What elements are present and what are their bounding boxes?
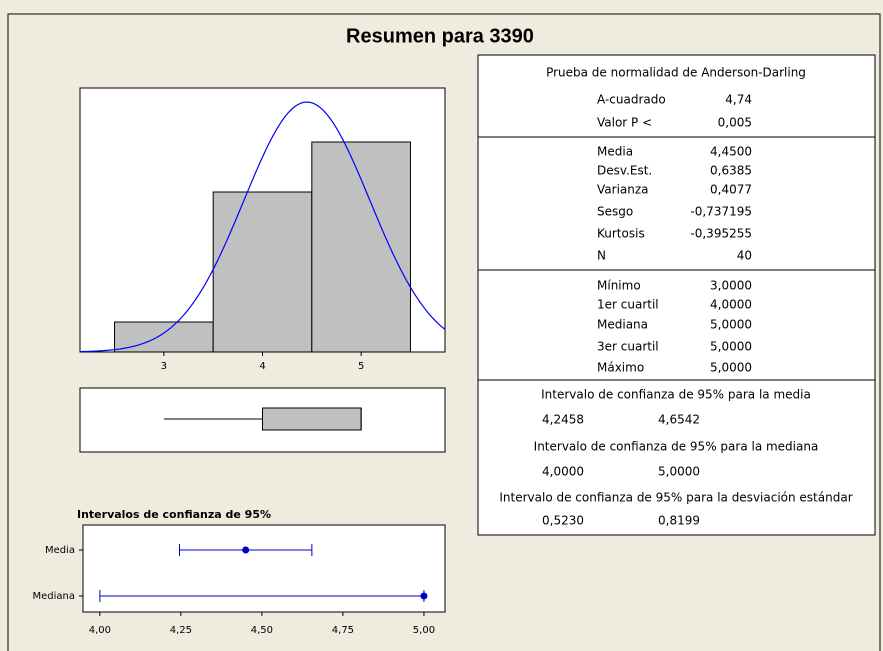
stat-label: N bbox=[597, 249, 606, 263]
estimate-point bbox=[420, 592, 428, 600]
stat-value: 5,0000 bbox=[710, 318, 752, 332]
interval-upper: 5,0000 bbox=[658, 465, 700, 479]
interval-title: Intervalos de confianza de 95% bbox=[77, 508, 271, 521]
table-heading: Prueba de normalidad de Anderson-Darling bbox=[546, 66, 806, 80]
stat-label: Kurtosis bbox=[597, 227, 645, 241]
stat-value: 4,74 bbox=[725, 93, 752, 107]
page-title: Resumen para 3390 bbox=[346, 25, 534, 47]
stat-label: Valor P < bbox=[597, 116, 652, 130]
stat-label: Sesgo bbox=[597, 205, 633, 219]
stat-value: -0,737195 bbox=[690, 205, 752, 219]
interval-lower: 4,2458 bbox=[542, 413, 584, 427]
stat-value: 3,0000 bbox=[710, 279, 752, 293]
stat-label: 1er cuartil bbox=[597, 298, 659, 312]
category-label: Media bbox=[45, 545, 75, 556]
stat-value: 0,4077 bbox=[710, 183, 752, 197]
stat-value: 0,005 bbox=[718, 116, 752, 130]
stat-label: Desv.Est. bbox=[597, 164, 652, 178]
x-tick-label: 4 bbox=[259, 361, 265, 372]
interval-heading: Intervalo de confianza de 95% para la de… bbox=[499, 491, 852, 505]
interval-lower: 0,5230 bbox=[542, 514, 584, 528]
x-tick-label: 4,25 bbox=[170, 625, 192, 636]
stat-value: 5,0000 bbox=[710, 340, 752, 354]
category-label: Mediana bbox=[33, 591, 76, 602]
x-tick-label: 4,00 bbox=[89, 625, 111, 636]
bar bbox=[212, 191, 313, 353]
box bbox=[262, 407, 362, 431]
stat-label: Mínimo bbox=[597, 279, 641, 293]
stat-label: Mediana bbox=[597, 318, 648, 332]
stat-value: 0,6385 bbox=[710, 164, 752, 178]
stat-value: 4,4500 bbox=[710, 145, 752, 159]
stat-value: 5,0000 bbox=[710, 361, 752, 375]
frame bbox=[7, 13, 881, 651]
estimate-point bbox=[242, 546, 250, 554]
x-tick-label: 4,50 bbox=[251, 625, 273, 636]
stat-label: Máximo bbox=[597, 361, 644, 375]
interval-lower: 4,0000 bbox=[542, 465, 584, 479]
interval-heading: Intervalo de confianza de 95% para la me… bbox=[541, 388, 811, 402]
interval-area bbox=[82, 524, 446, 613]
x-tick-label: 5,00 bbox=[413, 625, 435, 636]
stat-label: A-cuadrado bbox=[597, 93, 666, 107]
stat-value: -0,395255 bbox=[690, 227, 752, 241]
bar bbox=[311, 141, 411, 353]
interval-upper: 4,6542 bbox=[658, 413, 700, 427]
stat-label: Varianza bbox=[597, 183, 649, 197]
interval-upper: 0,8199 bbox=[658, 514, 700, 528]
normal-fit-curve bbox=[79, 101, 446, 353]
stat-label: 3er cuartil bbox=[597, 340, 659, 354]
stat-value: 4,0000 bbox=[710, 298, 752, 312]
stats-table bbox=[477, 54, 876, 536]
x-tick-label: 4,75 bbox=[332, 625, 354, 636]
x-tick-label: 5 bbox=[358, 361, 364, 372]
stat-value: 40 bbox=[737, 249, 752, 263]
x-tick-label: 3 bbox=[161, 361, 167, 372]
stat-label: Media bbox=[597, 145, 633, 159]
interval-heading: Intervalo de confianza de 95% para la me… bbox=[534, 440, 819, 454]
